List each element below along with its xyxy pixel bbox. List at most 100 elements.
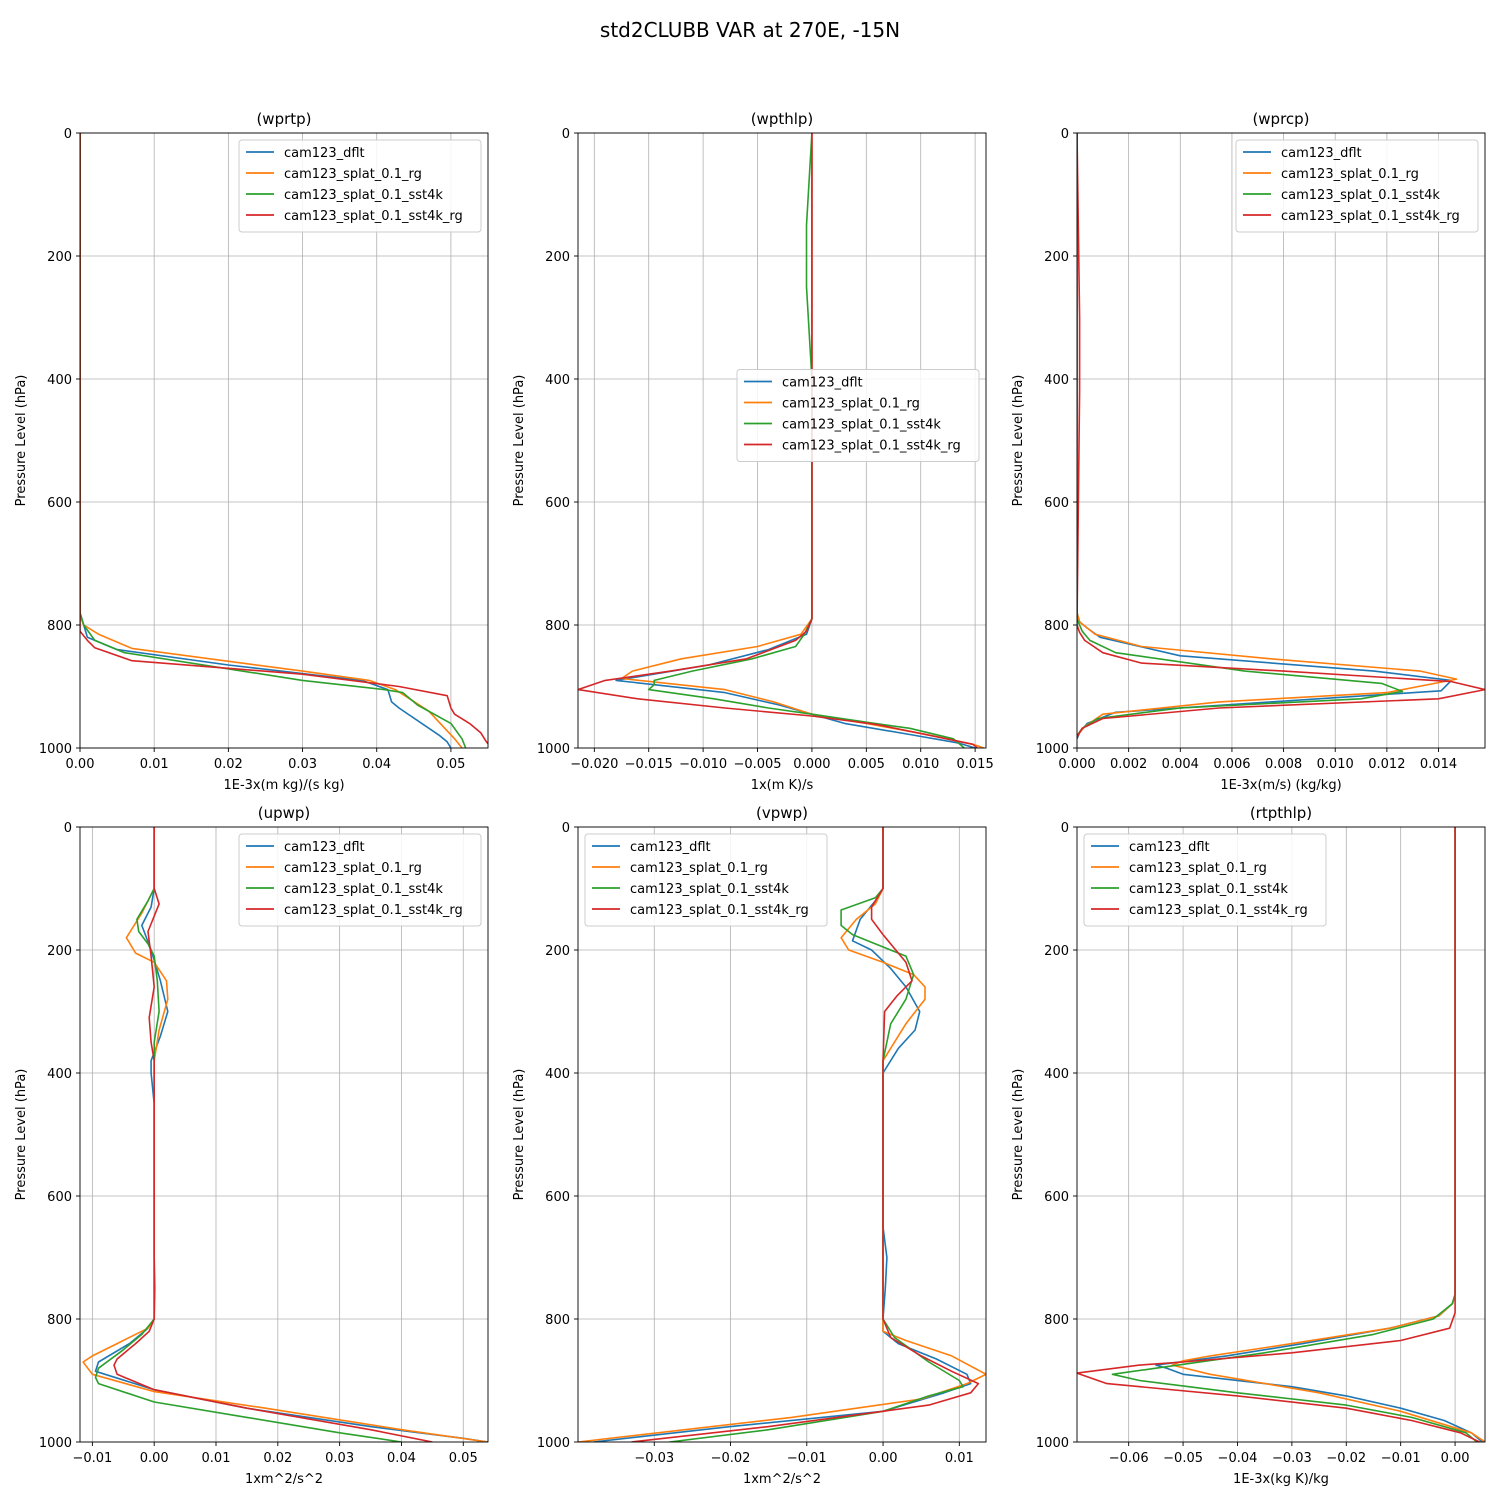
x-tick-label: 0.002 xyxy=(1110,757,1147,772)
y-axis-label: Pressure Level (hPa) xyxy=(1011,1069,1026,1201)
legend-label: cam123_splat_0.1_sst4k_rg xyxy=(284,903,463,918)
legend-label: cam123_splat_0.1_rg xyxy=(1281,167,1419,182)
x-tick-label: −0.01 xyxy=(1381,1451,1421,1466)
y-tick-label: 800 xyxy=(1044,1313,1069,1328)
subplot-rtpthlp: −0.06 −0.05 −0.04 −0.03 −0.02 −0.01 0.00 0 200 40… xyxy=(1011,804,1486,1487)
x-tick-label: −0.04 xyxy=(1218,1451,1258,1466)
y-tick-label: 600 xyxy=(545,1190,570,1205)
legend-label: cam123_splat_0.1_rg xyxy=(630,861,768,876)
y-tick-label: 0 xyxy=(1061,127,1069,142)
axes-frame xyxy=(577,132,987,749)
x-tick-label: 0.03 xyxy=(288,757,317,772)
y-axis-label: Pressure Level (hPa) xyxy=(14,1069,29,1201)
y-tick-label: 1000 xyxy=(1036,742,1069,757)
x-tick-label: 0.05 xyxy=(449,1451,478,1466)
legend-box xyxy=(238,139,482,233)
y-tick-label: 400 xyxy=(545,1067,570,1082)
x-axis-label: 1E-3x(m/s) (kg/kg) xyxy=(1220,778,1341,793)
x-tick-label: 0.010 xyxy=(902,757,939,772)
y-tick-label: 600 xyxy=(545,496,570,511)
legend-label: cam123_dflt xyxy=(630,840,711,855)
x-tick-label: 0.00 xyxy=(1441,1451,1470,1466)
series-line-cam123_splat_0.1_sst4k_rg xyxy=(1077,827,1480,1442)
y-tick-label: 0 xyxy=(64,127,72,142)
series-line-cam123_splat_0.1_sst4k xyxy=(80,133,467,748)
y-tick-label: 0 xyxy=(64,821,72,836)
legend-box xyxy=(736,369,980,462)
legend-label: cam123_splat_0.1_rg xyxy=(782,397,920,412)
legend-label: cam123_dflt xyxy=(1129,840,1210,855)
legend: cam123_dflt cam123_splat_0.1_rg cam123_spl… xyxy=(1083,833,1327,927)
figure-title: std2CLUBB VAR at 270E, -15N xyxy=(600,18,900,42)
x-tick-label: 0.004 xyxy=(1162,757,1199,772)
y-tick-label: 200 xyxy=(545,944,570,959)
y-axis-label: Pressure Level (hPa) xyxy=(14,375,29,507)
y-tick-label: 800 xyxy=(47,1313,72,1328)
legend-label: cam123_splat_0.1_sst4k xyxy=(630,882,789,897)
y-tick-label: 1000 xyxy=(537,1436,570,1451)
x-axis-label: 1E-3x(kg K)/kg xyxy=(1233,1472,1329,1487)
legend-label: cam123_splat_0.1_sst4k xyxy=(284,882,443,897)
y-tick-label: 800 xyxy=(545,619,570,634)
legend: cam123_dflt cam123_splat_0.1_rg cam123_spl… xyxy=(238,833,482,927)
x-tick-label: 0.01 xyxy=(140,757,169,772)
series-line-cam123_splat_0.1_sst4k_rg xyxy=(80,133,488,745)
legend-label: cam123_splat_0.1_sst4k_rg xyxy=(782,439,961,454)
axes-frame xyxy=(577,826,987,1443)
series-group xyxy=(82,827,488,1442)
legend-label: cam123_splat_0.1_sst4k xyxy=(1129,882,1288,897)
y-tick-label: 200 xyxy=(1044,944,1069,959)
legend-label: cam123_splat_0.1_sst4k_rg xyxy=(284,209,463,224)
y-tick-label: 400 xyxy=(47,373,72,388)
x-axis-label: 1x(m K)/s xyxy=(751,778,814,793)
subplot-wpthlp: −0.020 −0.015 −0.010 −0.005 0.000 0.005 0.010 0… xyxy=(512,110,994,793)
legend: cam123_dflt cam123_splat_0.1_rg cam123_spl… xyxy=(736,369,980,462)
legend-label: cam123_splat_0.1_rg xyxy=(284,861,422,876)
x-tick-label: 0.04 xyxy=(362,757,391,772)
y-tick-label: 800 xyxy=(545,1313,570,1328)
legend-label: cam123_splat_0.1_sst4k_rg xyxy=(1281,209,1460,224)
x-tick-label: 0.008 xyxy=(1265,757,1302,772)
series-line-cam123_splat_0.1_sst4k xyxy=(1111,827,1478,1442)
legend-label: cam123_splat_0.1_sst4k xyxy=(782,418,941,433)
series-group xyxy=(1077,133,1485,740)
legend-box xyxy=(238,833,482,927)
y-tick-label: 0 xyxy=(562,821,570,836)
x-tick-label: 0.04 xyxy=(387,1451,416,1466)
x-tick-label: 0.015 xyxy=(957,757,994,772)
series-line-cam123_splat_0.1_sst4k xyxy=(1077,133,1404,737)
x-tick-label: −0.005 xyxy=(733,757,781,772)
legend: cam123_dflt cam123_splat_0.1_rg cam123_spl… xyxy=(238,139,482,233)
legend-label: cam123_dflt xyxy=(284,840,365,855)
series-line-cam123_splat_0.1_rg xyxy=(578,827,986,1442)
x-axis-label: 1xm^2/s^2 xyxy=(743,1472,821,1487)
series-line-cam123_splat_0.1_sst4k_rg xyxy=(113,827,433,1442)
legend-label: cam123_dflt xyxy=(284,146,365,161)
y-tick-label: 800 xyxy=(47,619,72,634)
y-tick-label: 1000 xyxy=(1036,1436,1069,1451)
x-tick-label: 0.01 xyxy=(945,1451,974,1466)
legend-label: cam123_splat_0.1_sst4k_rg xyxy=(1129,903,1308,918)
y-tick-label: 200 xyxy=(47,250,72,265)
subplot-title: (upwp) xyxy=(258,804,311,822)
legend: cam123_dflt cam123_splat_0.1_rg cam123_spl… xyxy=(584,833,828,927)
x-tick-label: 0.00 xyxy=(140,1451,169,1466)
x-tick-label: −0.020 xyxy=(570,757,618,772)
series-line-cam123_splat_0.1_rg xyxy=(80,133,463,748)
legend-label: cam123_splat_0.1_rg xyxy=(1129,861,1267,876)
axes-frame xyxy=(79,826,489,1443)
legend-box xyxy=(584,833,828,927)
axes-frame xyxy=(1076,826,1486,1443)
x-tick-label: 0.01 xyxy=(202,1451,231,1466)
legend-label: cam123_splat_0.1_sst4k xyxy=(1281,188,1440,203)
axes-frame xyxy=(1076,132,1486,749)
legend-label: cam123_splat_0.1_sst4k xyxy=(284,188,443,203)
y-tick-label: 400 xyxy=(47,1067,72,1082)
x-tick-label: 0.03 xyxy=(325,1451,354,1466)
x-tick-label: −0.01 xyxy=(787,1451,827,1466)
y-tick-label: 400 xyxy=(1044,1067,1069,1082)
y-tick-label: 400 xyxy=(545,373,570,388)
x-tick-label: −0.03 xyxy=(634,1451,674,1466)
